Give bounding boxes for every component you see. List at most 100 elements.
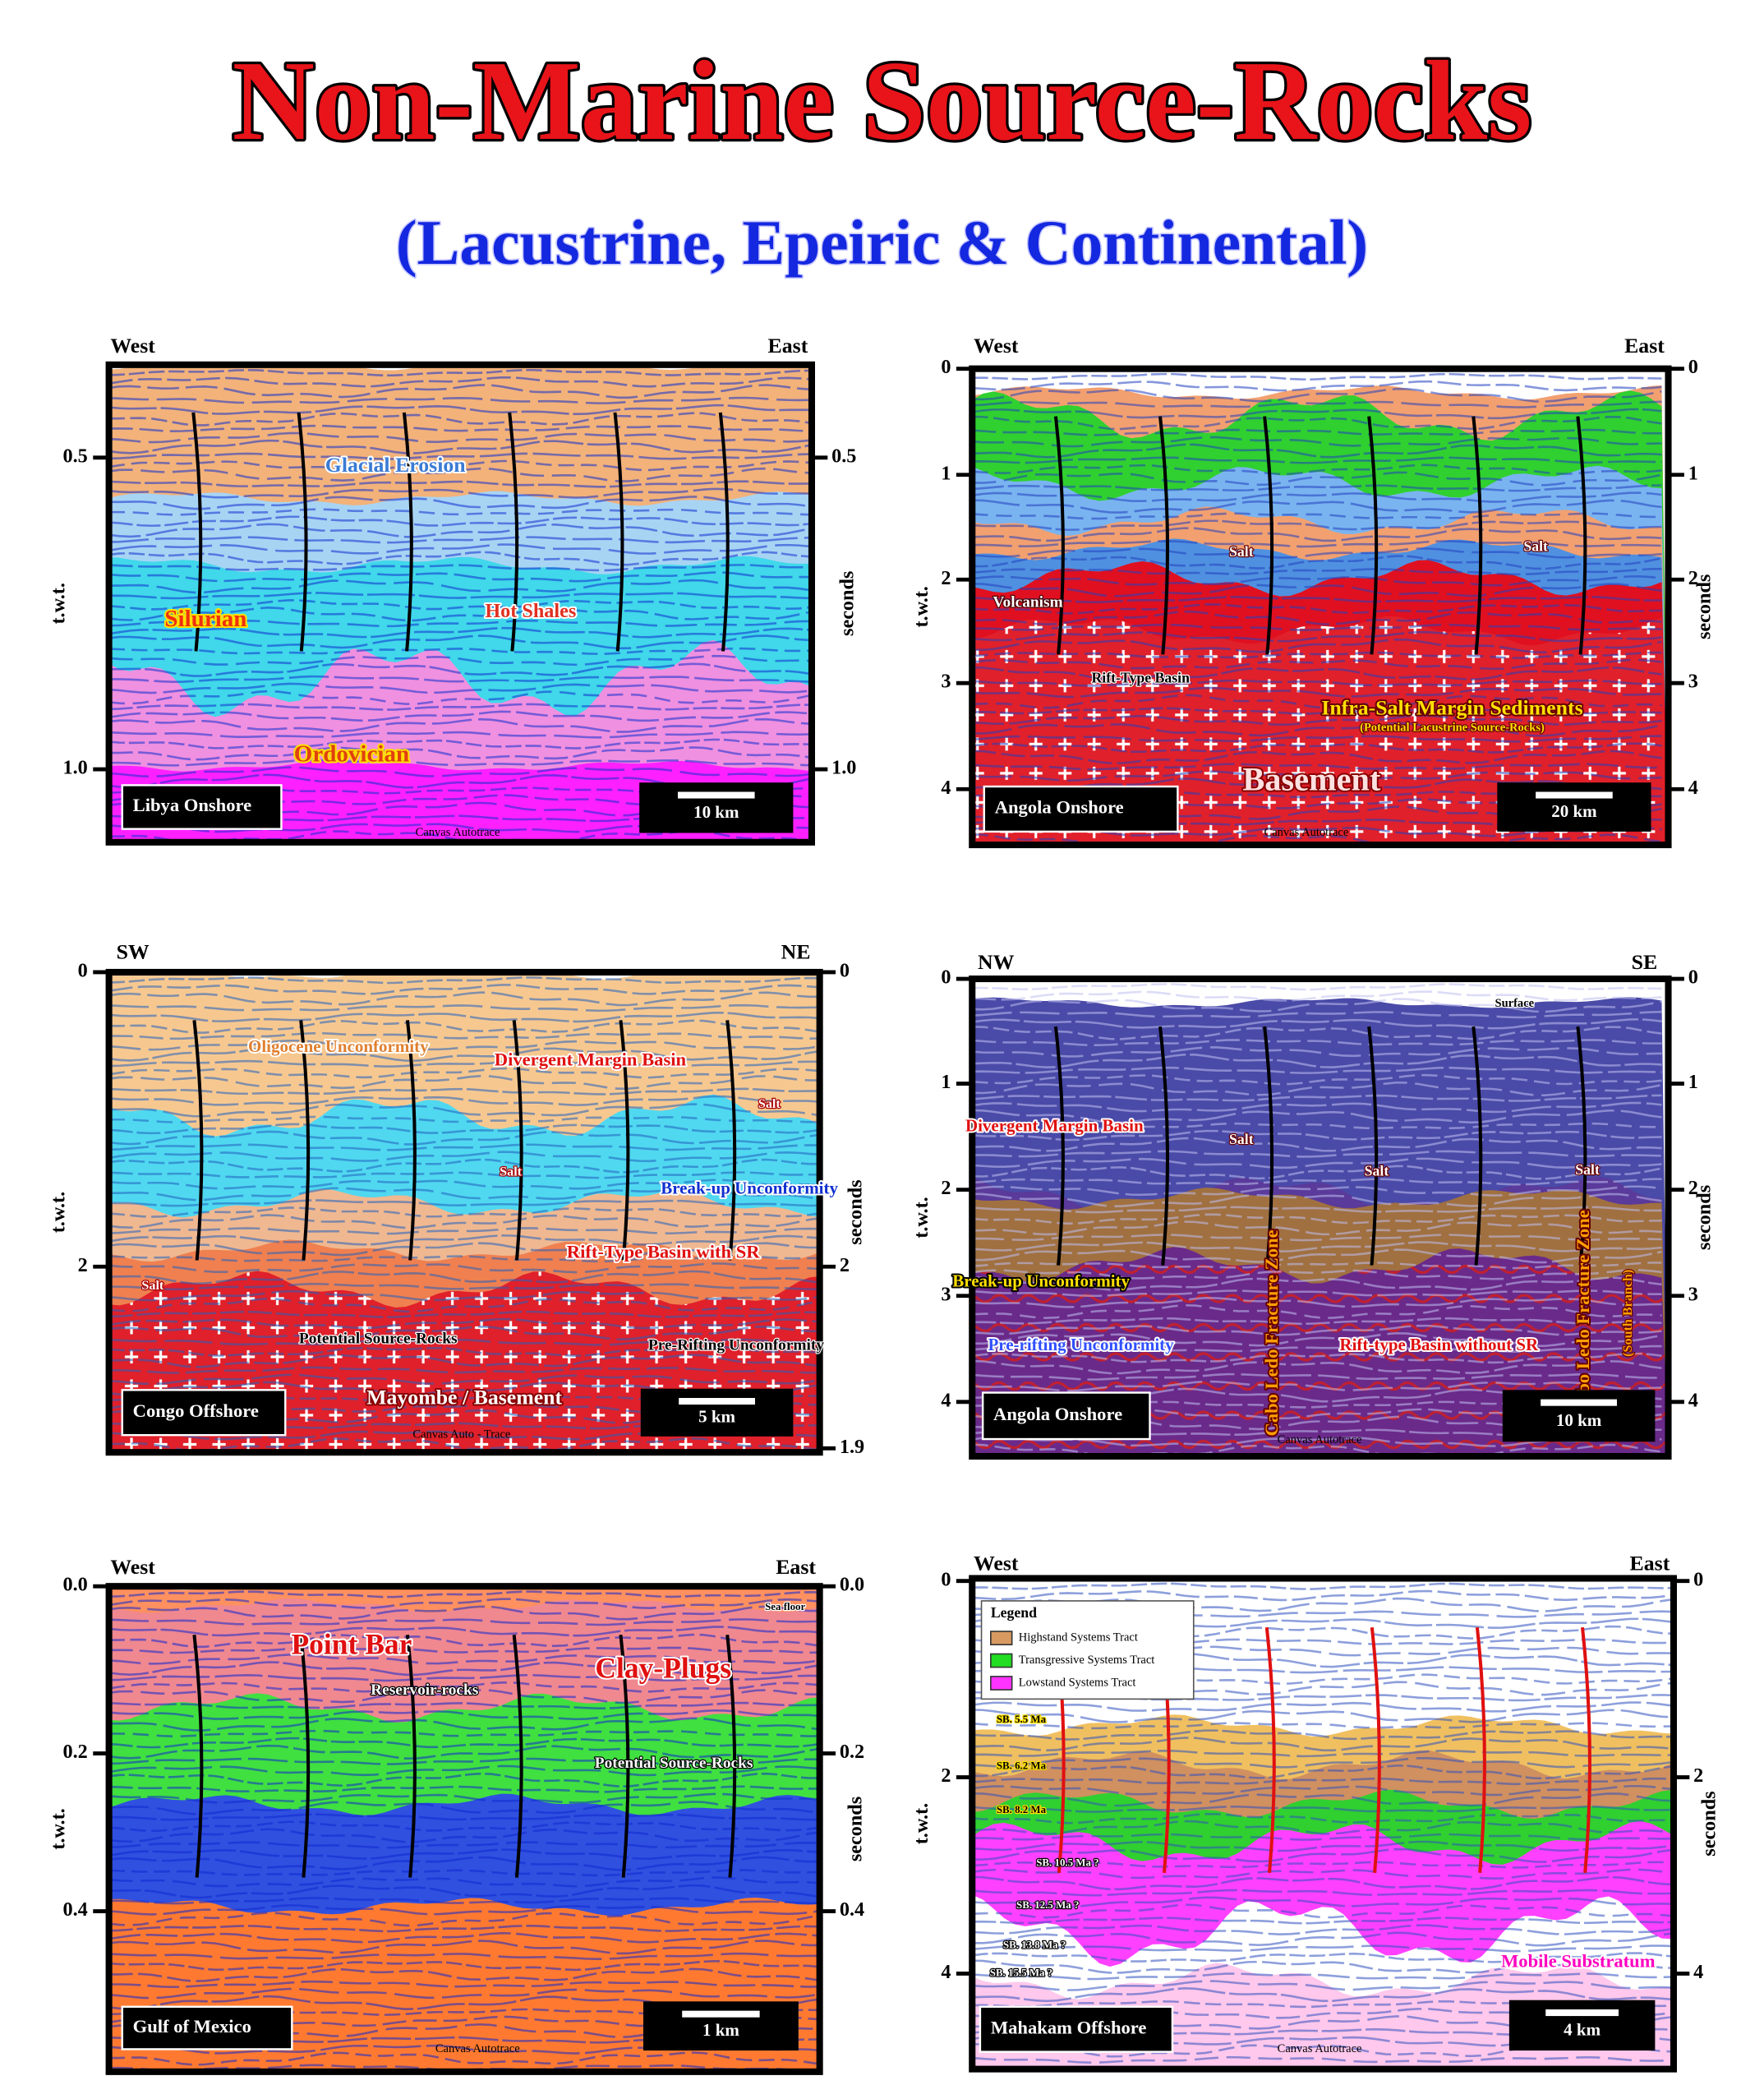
direction-label: West	[974, 334, 1019, 357]
fault	[613, 412, 624, 652]
annotation: SB. 13.8 Ma ?	[1003, 1939, 1066, 1951]
panel-frame	[969, 1575, 1678, 2073]
fault	[299, 1635, 311, 1878]
seismic-reflector	[108, 543, 809, 555]
tick-label: 0.0	[840, 1574, 864, 1596]
location-box	[979, 2005, 1174, 2053]
annotation: Volcanism	[993, 594, 1062, 611]
seismic-reflector	[972, 372, 1662, 381]
seismic-reflector	[108, 1179, 820, 1190]
seismic-reflector	[108, 1876, 820, 1888]
tick-label: 3	[941, 1283, 951, 1305]
tick-label: 1.0	[63, 757, 88, 779]
seismic-reflector	[972, 750, 1662, 764]
fault	[1367, 416, 1379, 655]
tick-label: 1.9	[840, 1436, 864, 1458]
seismic-reflector	[972, 1109, 1662, 1124]
seismic-reflector	[972, 456, 1662, 464]
seismic-reflector	[108, 1103, 820, 1118]
fault	[1370, 1626, 1381, 1873]
scale-label: 10 km	[1556, 1410, 1602, 1430]
seismic-reflector	[972, 1924, 1673, 1935]
seismic-reflector	[972, 1324, 1662, 1336]
fault	[1053, 416, 1065, 655]
seismic-reflector	[972, 686, 1662, 699]
seismic-reflector	[108, 1897, 820, 1905]
seismic-reflector	[972, 1903, 1673, 1919]
seismic-reflector	[972, 1129, 1662, 1142]
fault	[192, 1020, 204, 1261]
annotation: Potential Source-Rocks	[595, 1755, 753, 1772]
seismic-reflector	[972, 1248, 1662, 1264]
seismic-reflector	[108, 1904, 820, 1916]
seismic-reflector	[108, 1980, 820, 1989]
credit: Canvas Autotrace	[416, 826, 500, 839]
seismic-reflector	[108, 1717, 820, 1732]
annotation: Basement	[1242, 760, 1381, 797]
seismic-reflector	[108, 459, 809, 472]
seismic-reflector	[972, 623, 1662, 632]
annotation: Oligocene Unconformity	[248, 1036, 429, 1056]
scale-box	[1508, 2000, 1656, 2051]
seismic-reflector	[108, 1206, 820, 1218]
seismic-reflector	[972, 1972, 1673, 1981]
direction-label: NW	[978, 950, 1015, 974]
tick-label: 0	[1693, 1568, 1703, 1590]
seismic-reflector	[972, 1101, 1662, 1114]
seismic-reflector	[108, 1737, 820, 1749]
scale-label: 1 km	[702, 2020, 739, 2040]
seismic-reflector	[108, 1019, 820, 1034]
fault	[1576, 1026, 1587, 1266]
fault	[1472, 416, 1483, 655]
scale-bar	[1541, 1399, 1617, 1406]
panel-frame	[105, 1583, 823, 2075]
tick-label: 0.2	[840, 1741, 864, 1763]
seismic-reflector	[108, 1674, 820, 1682]
tick-label: 3	[1688, 1283, 1698, 1305]
seismic-reflector	[972, 1094, 1662, 1102]
tick-label: 0	[78, 960, 88, 982]
fault	[1158, 1026, 1169, 1266]
seismic-reflector	[108, 1366, 820, 1374]
annotation: Salt	[1575, 1161, 1600, 1178]
seismic-reflector	[108, 1598, 820, 1609]
seismic-reflector	[108, 634, 809, 650]
seismic-reflector	[972, 484, 1662, 492]
seismic-reflector	[972, 1380, 1662, 1392]
seismic-reflector	[108, 717, 809, 733]
seismic-reflector	[972, 1289, 1662, 1298]
seismic-reflector	[108, 1828, 820, 1843]
axis-label: t.w.t.	[910, 586, 933, 627]
seismic-reflector	[972, 1820, 1673, 1835]
seismic-reflector	[108, 1709, 820, 1721]
seismic-reflector	[108, 1605, 820, 1621]
seismic-reflector	[108, 731, 809, 739]
fault	[1367, 1026, 1379, 1266]
annotation: Ordovician	[294, 741, 409, 768]
axis-label: seconds	[844, 1179, 866, 1244]
annotation: Infra-Salt Margin Sediments	[1321, 695, 1582, 719]
seismic-reflector	[108, 1003, 820, 1013]
tick-label: 0	[1688, 356, 1698, 378]
seismic-reflector	[108, 396, 809, 404]
annotation: Divergent Margin Basin	[965, 1116, 1144, 1136]
annotation: Rift-type Basin without SR	[1339, 1335, 1539, 1354]
fault	[1472, 1026, 1483, 1266]
seismic-reflector	[108, 984, 820, 995]
legend-item: Transgressive Systems Tract	[1019, 1654, 1155, 1667]
seismic-reflector	[108, 368, 809, 377]
tick-label: 3	[941, 671, 951, 693]
tick-label: 2	[1688, 1177, 1698, 1199]
tick-label: 1.0	[831, 757, 856, 779]
seismic-panel	[972, 983, 1669, 1457]
direction-label: NE	[781, 939, 811, 963]
tick-label: 0	[941, 966, 951, 989]
tick-label: 2	[78, 1254, 88, 1276]
seismic-reflector	[972, 1589, 1673, 1602]
seismic-reflector	[108, 536, 809, 544]
credit: Canvas Auto - Trace	[412, 1428, 510, 1442]
seismic-reflector	[108, 1031, 820, 1040]
annotation: Rift-Type Basin with SR	[567, 1241, 760, 1262]
seismic-reflector	[972, 1150, 1662, 1158]
annotation: Cabo Ledo Fracture Zone	[1261, 1229, 1282, 1436]
